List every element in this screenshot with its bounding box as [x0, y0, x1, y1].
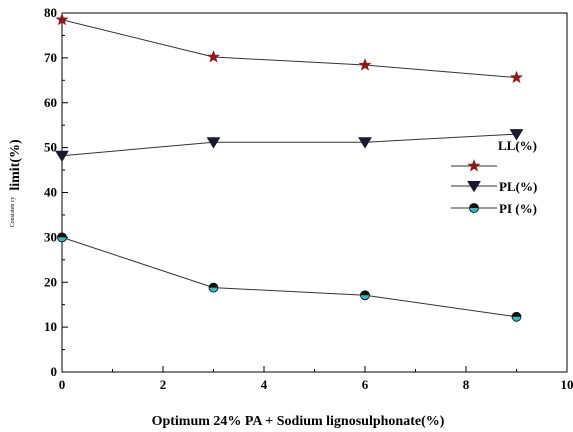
y-tick-label: 80	[44, 5, 57, 20]
series-2	[57, 232, 522, 322]
x-tick-label: 4	[261, 377, 268, 392]
circle-marker	[511, 311, 522, 322]
y-axis-title-main: limit(%)	[8, 139, 23, 191]
y-tick-label: 0	[51, 364, 58, 379]
plot-area	[61, 12, 568, 373]
x-axis-title: Optimum 24% PA + Sodium lignosulphonate(…	[152, 414, 445, 429]
y-tick-label: 50	[44, 140, 57, 155]
legend: LL(%) PL(%) PI (%)	[451, 138, 537, 216]
y-tick-label: 40	[44, 185, 57, 200]
legend-triangle-marker	[467, 181, 481, 193]
circle-marker	[57, 232, 67, 243]
triangle-marker	[55, 150, 69, 163]
legend-label-pl: PL(%)	[499, 179, 537, 194]
y-tick-label: 70	[44, 50, 57, 65]
star-marker	[55, 12, 69, 26]
triangle-marker	[509, 129, 524, 141]
star-marker	[509, 70, 524, 84]
legend-label-ll: LL(%)	[498, 138, 537, 153]
x-tick-label: 10	[561, 377, 573, 392]
legend-item-pi: PI (%)	[451, 201, 537, 216]
y-tick-label: 10	[44, 319, 57, 334]
legend-marker-ll-star-icon	[467, 159, 481, 172]
x-axis-ticks: 0 2 4 6 8 10	[59, 366, 573, 392]
legend-circle-marker	[469, 203, 479, 213]
series-line	[61, 133, 517, 157]
legend-star-marker	[467, 159, 481, 172]
series-line	[61, 19, 517, 79]
series-0	[55, 12, 524, 84]
y-axis-ticks: 0 10 20 30 40 50 60 70 80	[44, 5, 68, 379]
legend-marker-pi-circle-icon	[469, 203, 479, 213]
x-tick-label: 6	[362, 377, 369, 392]
y-tick-label: 60	[44, 95, 57, 110]
x-tick-label: 8	[463, 377, 470, 392]
triangle-marker	[358, 137, 372, 149]
legend-item-ll: LL(%)	[451, 138, 537, 172]
legend-marker-pl-triangle-icon	[467, 181, 481, 193]
series-line	[61, 236, 517, 318]
x-tick-label: 0	[59, 377, 66, 392]
y-tick-label: 30	[44, 229, 57, 244]
legend-label-pi: PI (%)	[499, 201, 537, 216]
circle-marker	[360, 290, 370, 301]
legend-item-pl: PL(%)	[451, 179, 537, 194]
triangle-marker	[206, 137, 221, 149]
y-tick-label: 20	[44, 274, 57, 289]
circle-marker	[208, 282, 219, 293]
series-1	[55, 129, 524, 163]
series-layer	[55, 12, 524, 322]
y-axis-title-small: Consisten cy	[10, 197, 16, 228]
star-marker	[206, 50, 221, 63]
y-axis-title: Consisten cy limit(%)	[8, 139, 23, 227]
x-tick-label: 2	[160, 377, 167, 392]
star-marker	[358, 58, 372, 71]
